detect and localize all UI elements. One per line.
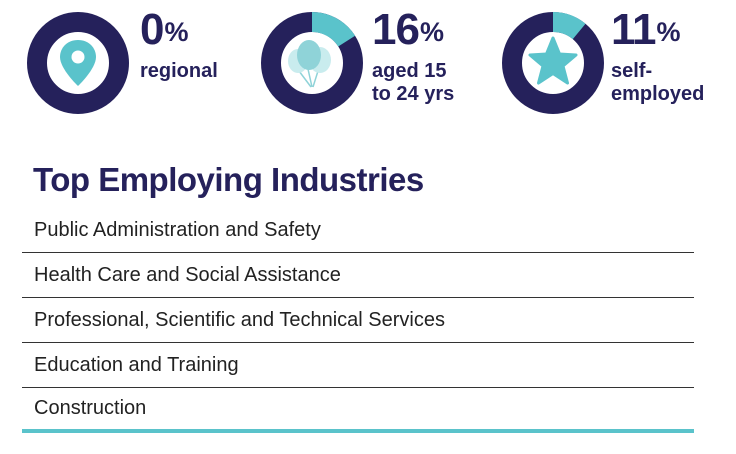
list-item: Health Care and Social Assistance bbox=[22, 253, 694, 298]
list-item: Education and Training bbox=[22, 343, 694, 388]
stat-label: aged 15 to 24 yrs bbox=[372, 60, 455, 105]
stat-self-employed: 11% self-employed bbox=[501, 0, 731, 122]
list-item: Professional, Scientific and Technical S… bbox=[22, 298, 694, 343]
stat-value: 16% bbox=[372, 5, 444, 54]
list-item: Construction bbox=[22, 388, 694, 433]
stat-ring bbox=[502, 12, 604, 114]
ring-track bbox=[27, 12, 129, 114]
industry-list: Public Administration and Safety Health … bbox=[22, 208, 694, 433]
section-title: Top Employing Industries bbox=[33, 161, 424, 198]
ring-progress bbox=[502, 12, 604, 114]
star-icon bbox=[528, 36, 578, 85]
stat-value: 11% bbox=[611, 5, 681, 54]
balloons-icon bbox=[288, 40, 331, 88]
stat-aged-15-to-24: 16% aged 15 to 24 yrs bbox=[260, 0, 490, 122]
stat-ring bbox=[27, 12, 129, 114]
stat-label: self-employed bbox=[611, 60, 705, 105]
list-item: Public Administration and Safety bbox=[22, 208, 694, 253]
stat-value: 0% bbox=[140, 5, 189, 54]
stat-regional: 0% regional bbox=[26, 0, 236, 122]
stat-label: regional bbox=[140, 60, 218, 82]
ring-progress bbox=[261, 12, 363, 114]
stat-ring bbox=[261, 12, 363, 114]
location-pin-icon bbox=[60, 40, 96, 86]
